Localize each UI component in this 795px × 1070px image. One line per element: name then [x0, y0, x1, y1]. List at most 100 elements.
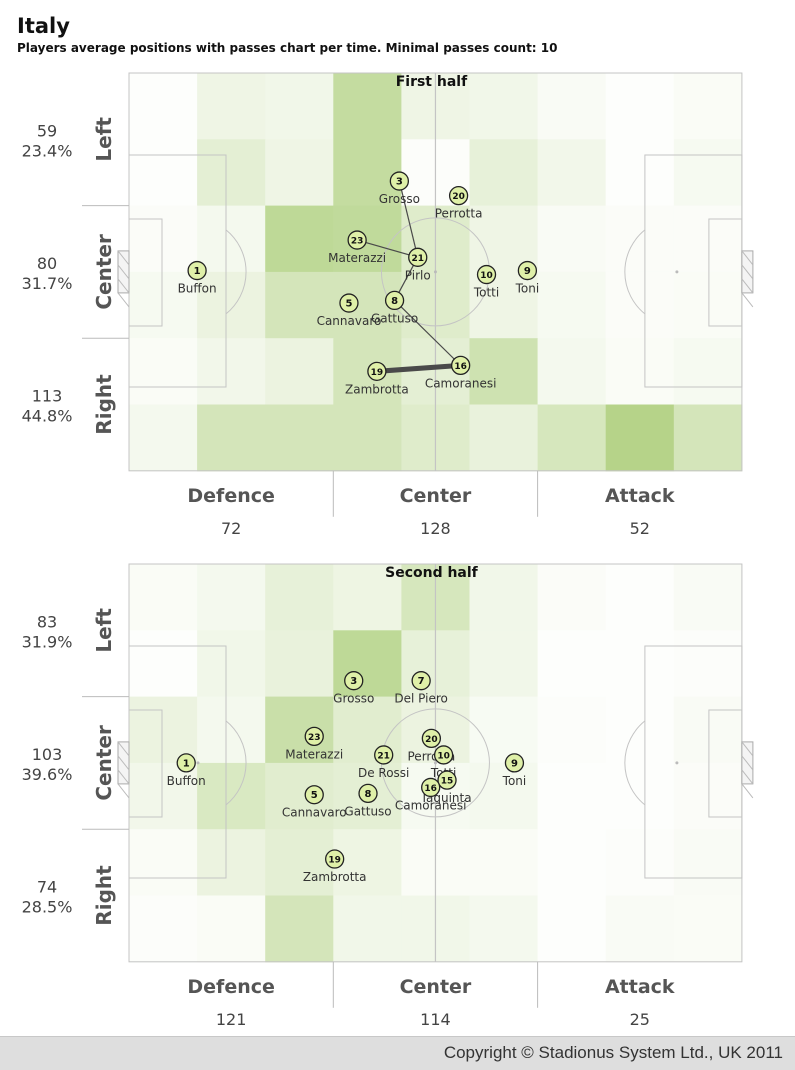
player-marker-circle — [433, 745, 454, 765]
player-marker-circle — [389, 171, 410, 191]
center-spot — [433, 270, 437, 274]
net-mesh — [117, 741, 130, 757]
band-percent: 31.7% — [22, 274, 73, 293]
zone-count: 121 — [216, 1010, 247, 1029]
heat-cell — [537, 139, 607, 207]
heat-cell — [537, 338, 607, 405]
right-penalty-arc — [624, 720, 646, 806]
heat-cell — [605, 139, 675, 207]
player-marker-circle — [517, 260, 538, 281]
player-number: 8 — [365, 789, 372, 800]
left-penalty-arc — [225, 720, 247, 806]
player-marker: 7 Del Piero — [394, 671, 448, 706]
player-marker-circle — [384, 290, 405, 311]
heat-cell — [673, 564, 743, 631]
heat-cell — [333, 895, 402, 963]
player-number: 23 — [308, 733, 321, 743]
band-count: 113 — [32, 387, 63, 406]
player-name: Buffon — [167, 774, 206, 788]
right-penalty-spot — [675, 761, 679, 765]
heat-cell — [605, 205, 675, 273]
player-marker-circle — [344, 671, 364, 691]
net-mesh — [741, 783, 754, 799]
heat-cell — [605, 338, 675, 405]
heat-cell — [605, 73, 675, 140]
heat-cell — [605, 895, 675, 963]
band-percent: 23.4% — [22, 141, 73, 160]
net-mesh — [741, 755, 754, 771]
band-label: Left — [92, 117, 116, 162]
heat-cell — [129, 630, 198, 698]
heat-cell — [469, 564, 539, 631]
player-marker: 16 Camoranesi — [395, 777, 466, 812]
band-label: Center — [92, 234, 116, 310]
band-label: Right — [92, 865, 116, 926]
heat-cell — [197, 696, 266, 764]
player-name: Grosso — [379, 192, 420, 206]
player-marker: 9 Toni — [515, 260, 539, 296]
first-half-chart: First halfLeft5923.4%Center8031.7%Right1… — [22, 72, 754, 538]
player-marker-circle — [450, 355, 471, 376]
heat-cell — [537, 205, 607, 273]
player-number: 21 — [411, 254, 424, 264]
heat-cell — [333, 630, 402, 698]
player-marker: 3 Grosso — [333, 671, 374, 706]
pass-line — [356, 239, 418, 258]
player-number: 7 — [418, 676, 425, 687]
right-penalty-arc — [624, 229, 646, 315]
zone-label: Attack — [605, 485, 675, 507]
player-marker-circle — [339, 293, 359, 313]
heat-cell — [673, 829, 743, 896]
player-number: 3 — [350, 676, 357, 687]
heat-cell — [537, 829, 607, 896]
net-mesh — [117, 783, 130, 799]
chart-title: First half — [396, 74, 468, 90]
heat-cell — [265, 895, 334, 963]
net-mesh — [117, 755, 130, 771]
band-percent: 44.8% — [22, 407, 73, 426]
heat-cell — [673, 73, 743, 140]
heat-cell — [197, 762, 266, 830]
heat-cell — [129, 762, 198, 830]
heat-cell — [129, 895, 198, 963]
player-number: 5 — [311, 790, 318, 801]
heat-cell — [469, 139, 539, 207]
heat-cell — [197, 404, 266, 472]
zone-label: Center — [400, 976, 472, 998]
player-marker: 21 Pirlo — [405, 247, 431, 282]
heat-cell — [333, 205, 402, 273]
pass-line — [376, 362, 461, 374]
heat-cell — [469, 696, 539, 764]
player-name: Camoranesi — [425, 376, 497, 390]
heat-cell — [129, 564, 198, 631]
player-marker: 21 De Rossi — [358, 745, 409, 780]
heat-cell — [333, 73, 402, 140]
heat-cell — [197, 338, 266, 405]
player-number: 1 — [194, 266, 201, 277]
heat-cell — [333, 564, 402, 631]
player-marker: 10 Totti — [473, 264, 499, 300]
net-mesh — [741, 741, 754, 757]
net-mesh — [117, 278, 130, 294]
heat-cell — [197, 139, 266, 207]
player-marker-circle — [421, 777, 441, 798]
heat-cell — [265, 338, 334, 405]
band-count: 83 — [37, 612, 57, 631]
player-marker-circle — [367, 361, 387, 382]
center-spot — [433, 761, 437, 765]
heat-cell — [537, 762, 607, 830]
zone-label: Defence — [187, 485, 275, 507]
zone-label: Center — [400, 485, 472, 507]
left-penalty-arc — [225, 229, 247, 315]
player-name: Del Piero — [394, 692, 447, 706]
player-number: 3 — [396, 177, 403, 188]
player-number: 16 — [454, 362, 467, 372]
heat-cell — [537, 73, 607, 140]
heat-cell — [129, 829, 198, 896]
player-marker-circle — [411, 671, 431, 691]
heat-cell — [265, 404, 334, 472]
heat-cell — [265, 829, 334, 896]
right-penalty-spot — [675, 270, 679, 274]
second-half-chart: Second halfLeft8331.9%Center10339.6%Righ… — [22, 563, 754, 1029]
heat-cell — [605, 829, 675, 896]
